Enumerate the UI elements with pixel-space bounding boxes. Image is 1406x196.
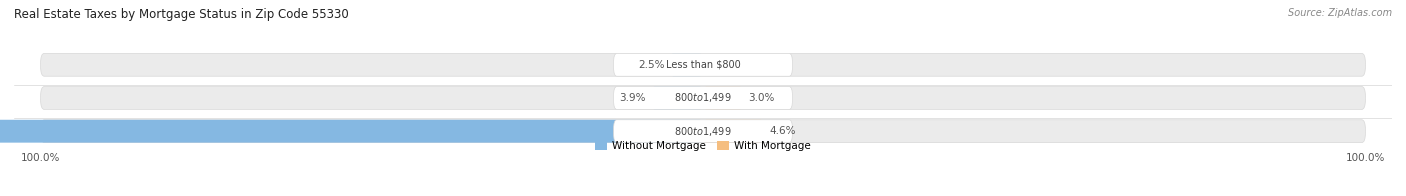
Text: 3.0%: 3.0%	[748, 93, 775, 103]
Text: $800 to $1,499: $800 to $1,499	[675, 125, 731, 138]
Text: 100.0%: 100.0%	[21, 153, 60, 163]
Text: Source: ZipAtlas.com: Source: ZipAtlas.com	[1288, 8, 1392, 18]
Legend: Without Mortgage, With Mortgage: Without Mortgage, With Mortgage	[591, 137, 815, 155]
FancyBboxPatch shape	[0, 120, 703, 143]
Text: Real Estate Taxes by Mortgage Status in Zip Code 55330: Real Estate Taxes by Mortgage Status in …	[14, 8, 349, 21]
Text: 4.6%: 4.6%	[769, 126, 796, 136]
FancyBboxPatch shape	[613, 87, 793, 109]
FancyBboxPatch shape	[703, 120, 763, 143]
FancyBboxPatch shape	[41, 120, 1365, 143]
FancyBboxPatch shape	[613, 53, 793, 76]
Text: 100.0%: 100.0%	[1346, 153, 1385, 163]
FancyBboxPatch shape	[703, 87, 742, 109]
FancyBboxPatch shape	[41, 87, 1365, 109]
FancyBboxPatch shape	[669, 53, 703, 76]
FancyBboxPatch shape	[41, 53, 1365, 76]
FancyBboxPatch shape	[651, 87, 703, 109]
Text: 3.9%: 3.9%	[620, 93, 645, 103]
Text: 2.5%: 2.5%	[638, 60, 665, 70]
FancyBboxPatch shape	[613, 120, 793, 143]
Text: $800 to $1,499: $800 to $1,499	[675, 92, 731, 104]
Text: Less than $800: Less than $800	[665, 60, 741, 70]
